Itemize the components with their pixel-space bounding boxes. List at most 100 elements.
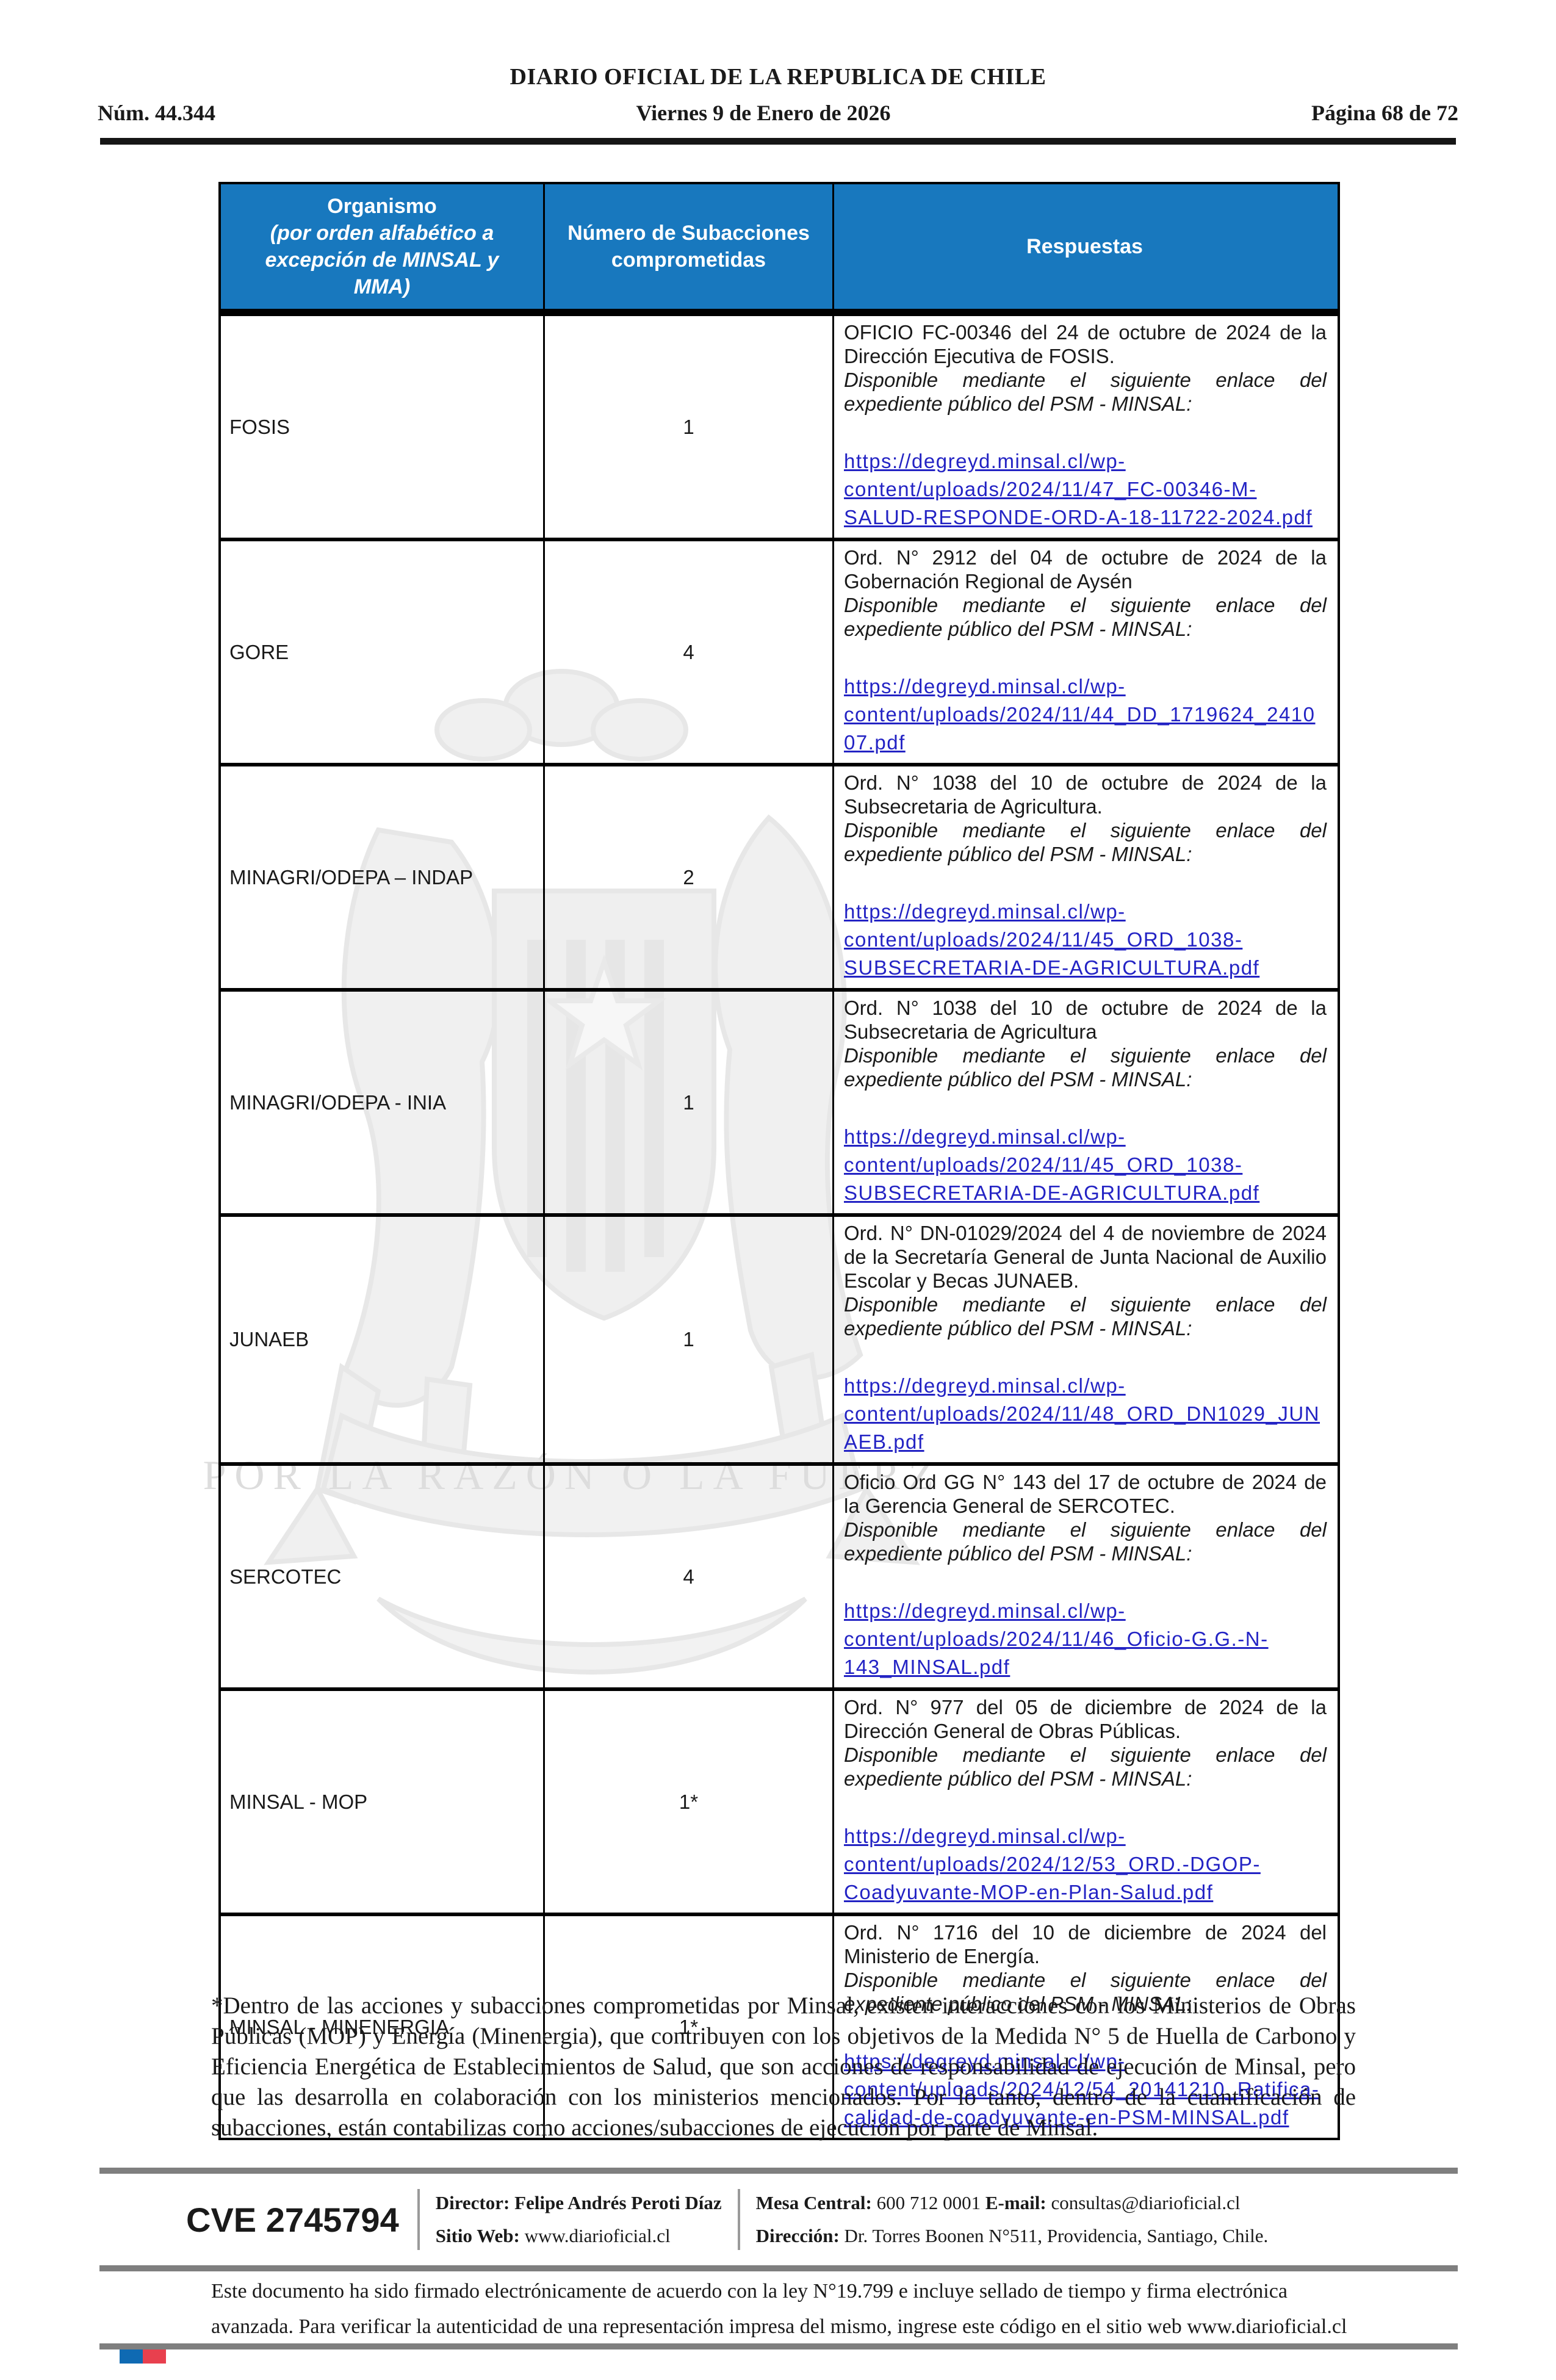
respuesta-availability-note: Disponible mediante el siguiente enlace … — [844, 1044, 1327, 1091]
expediente-pdf-link[interactable]: https://degreyd.minsal.cl/wp-content/upl… — [844, 450, 1313, 528]
respuesta-cell: Ord. N° 1038 del 10 de octubre de 2024 d… — [832, 766, 1335, 988]
respuesta-text: Oficio Ord GG N° 143 del 17 de octubre d… — [844, 1471, 1327, 1517]
footer-info-row: CVE 2745794 Director: Felipe Andrés Pero… — [99, 2180, 1458, 2259]
page-indicator: Página 68 de 72 — [1311, 101, 1458, 125]
table-header-row: Organismo (por orden alfabético a excepc… — [221, 184, 1338, 312]
respuesta-cell: Ord. N° 2912 del 04 de octubre de 2024 d… — [832, 541, 1335, 763]
footer-divider — [737, 2189, 740, 2250]
subacciones-count-cell: 1* — [543, 1916, 832, 2138]
column-header-organismo: Organismo (por orden alfabético a excepc… — [221, 184, 543, 309]
respuesta-cell: OFICIO FC-00346 del 24 de octubre de 202… — [832, 316, 1335, 538]
expediente-pdf-link[interactable]: https://degreyd.minsal.cl/wp-content/upl… — [844, 1599, 1269, 1678]
legal-notice: Este documento ha sido firmado electróni… — [211, 2280, 1347, 2338]
table-row: MINSAL - MINENERGIA 1* Ord. N° 1716 del … — [221, 1913, 1338, 2138]
footer-divider — [417, 2189, 420, 2250]
mesa-central-label: Mesa Central: — [755, 2192, 872, 2213]
footer-separator-top — [99, 2168, 1458, 2174]
sitio-web-line: Sitio Web: www.diarioficial.cl — [436, 2220, 722, 2252]
contact-block: Mesa Central: 600 712 0001 E-mail: consu… — [756, 2187, 1269, 2252]
expediente-pdf-link[interactable]: https://degreyd.minsal.cl/wp-content/upl… — [844, 1125, 1260, 1204]
organismo-cell: MINAGRI/ODEPA – INDAP — [229, 865, 474, 889]
flag-blue-block — [120, 2349, 143, 2364]
subacciones-count-cell: 4 — [543, 541, 832, 763]
organismo-title: Organismo — [327, 195, 437, 218]
respuesta-text: Ord. N° 1038 del 10 de octubre de 2024 d… — [844, 997, 1327, 1043]
subacciones-count-cell: 1 — [543, 992, 832, 1213]
respuesta-availability-note: Disponible mediante el siguiente enlace … — [844, 1744, 1327, 1790]
expediente-pdf-link[interactable]: https://degreyd.minsal.cl/wp-content/upl… — [844, 1825, 1261, 1903]
sitio-web-value[interactable]: www.diarioficial.cl — [524, 2225, 671, 2246]
respuesta-text: Ord. N° 1716 del 10 de diciembre de 2024… — [844, 1921, 1327, 1967]
edition-date: Viernes 9 de Enero de 2026 — [636, 101, 891, 125]
footer-separator-middle — [99, 2265, 1458, 2271]
expediente-pdf-link[interactable]: https://degreyd.minsal.cl/wp-content/upl… — [844, 2050, 1320, 2129]
respuesta-cell: Ord. N° 1716 del 10 de diciembre de 2024… — [832, 1916, 1335, 2138]
table-row: GORE 4 Ord. N° 2912 del 04 de octubre de… — [221, 538, 1338, 763]
organismo-cell: SERCOTEC — [229, 1565, 342, 1588]
respuesta-cell: Ord. N° 977 del 05 de diciembre de 2024 … — [832, 1691, 1335, 1913]
expediente-pdf-link[interactable]: https://degreyd.minsal.cl/wp-content/upl… — [844, 675, 1316, 754]
respuestas-title: Respuestas — [1026, 235, 1143, 258]
respuesta-text: Ord. N° 977 del 05 de diciembre de 2024 … — [844, 1696, 1327, 1742]
respuesta-availability-note: Disponible mediante el siguiente enlace … — [844, 1293, 1327, 1340]
mesa-central-value: 600 712 0001 — [876, 2192, 981, 2213]
respuesta-text: Ord. N° DN-01029/2024 del 4 de noviembre… — [844, 1222, 1327, 1292]
respuesta-availability-note: Disponible mediante el siguiente enlace … — [844, 1518, 1327, 1565]
column-header-respuestas: Respuestas — [832, 184, 1335, 309]
table-row: MINAGRI/ODEPA - INIA 1 Ord. N° 1038 del … — [221, 988, 1338, 1213]
direccion-value: Dr. Torres Boonen N°511, Providencia, Sa… — [844, 2225, 1269, 2246]
table-row: SERCOTEC 4 Oficio Ord GG N° 143 del 17 d… — [221, 1462, 1338, 1687]
respuesta-cell: Ord. N° DN-01029/2024 del 4 de noviembre… — [832, 1217, 1335, 1462]
masthead-meta-row: Núm. 44.344 Viernes 9 de Enero de 2026 P… — [98, 100, 1458, 126]
organismo-subtitle: (por orden alfabético a excepción de MIN… — [265, 222, 499, 298]
responses-table: Organismo (por orden alfabético a excepc… — [218, 182, 1340, 2140]
organismo-cell: FOSIS — [229, 415, 290, 438]
subacciones-count-cell: 2 — [543, 766, 832, 988]
email-value[interactable]: consultas@diarioficial.cl — [1051, 2192, 1241, 2213]
director-label: Director: — [435, 2192, 510, 2213]
respuesta-availability-note: Disponible mediante el siguiente enlace … — [844, 594, 1327, 640]
table-row: MINSAL - MOP 1* Ord. N° 977 del 05 de di… — [221, 1687, 1338, 1913]
respuesta-availability-note: Disponible mediante el siguiente enlace … — [844, 369, 1327, 415]
flag-red-block — [143, 2349, 166, 2364]
respuesta-availability-note: Disponible mediante el siguiente enlace … — [844, 1969, 1327, 2015]
expediente-pdf-link[interactable]: https://degreyd.minsal.cl/wp-content/upl… — [844, 900, 1260, 979]
subacciones-count-cell: 1 — [543, 1217, 832, 1462]
masthead: DIARIO OFICIAL DE LA REPUBLICA DE CHILE … — [98, 63, 1458, 126]
respuesta-cell: Ord. N° 1038 del 10 de octubre de 2024 d… — [832, 992, 1335, 1213]
table-row: JUNAEB 1 Ord. N° DN-01029/2024 del 4 de … — [221, 1213, 1338, 1462]
respuesta-cell: Oficio Ord GG N° 143 del 17 de octubre d… — [832, 1466, 1335, 1687]
subacciones-count-cell: 1 — [543, 316, 832, 538]
subacciones-title: Número de Subacciones comprometidas — [567, 222, 810, 272]
direccion-label: Dirección: — [755, 2225, 840, 2246]
organismo-cell: MINAGRI/ODEPA - INIA — [229, 1091, 447, 1114]
respuesta-text: Ord. N° 1038 del 10 de octubre de 2024 d… — [844, 771, 1327, 818]
sitio-web-label: Sitio Web: — [435, 2225, 520, 2246]
director-line: Director: Felipe Andrés Peroti Díaz — [436, 2187, 722, 2220]
footer-separator-bottom — [99, 2343, 1458, 2349]
table-row: FOSIS 1 OFICIO FC-00346 del 24 de octubr… — [221, 312, 1338, 538]
direccion-line: Dirección: Dr. Torres Boonen N°511, Prov… — [756, 2220, 1269, 2252]
mesa-central-line: Mesa Central: 600 712 0001 E-mail: consu… — [756, 2187, 1269, 2220]
email-label: E-mail: — [985, 2192, 1046, 2213]
director-block: Director: Felipe Andrés Peroti Díaz Siti… — [436, 2187, 722, 2252]
cve-code: CVE 2745794 — [186, 2200, 399, 2239]
organismo-cell: MINSAL - MINENERGIA — [229, 2015, 449, 2038]
gobierno-flag-mark — [120, 2349, 166, 2364]
subacciones-count-cell: 1* — [543, 1691, 832, 1913]
table-row: MINAGRI/ODEPA – INDAP 2 Ord. N° 1038 del… — [221, 763, 1338, 988]
director-value: Felipe Andrés Peroti Díaz — [514, 2192, 722, 2213]
respuesta-text: OFICIO FC-00346 del 24 de octubre de 202… — [844, 321, 1327, 367]
organismo-cell: JUNAEB — [229, 1328, 309, 1350]
organismo-cell: MINSAL - MOP — [229, 1790, 368, 1813]
masthead-title: DIARIO OFICIAL DE LA REPUBLICA DE CHILE — [510, 64, 1046, 90]
expediente-pdf-link[interactable]: https://degreyd.minsal.cl/wp-content/upl… — [844, 1374, 1320, 1453]
issue-number: Núm. 44.344 — [98, 101, 216, 125]
subacciones-count-cell: 4 — [543, 1466, 832, 1687]
header-rule — [100, 138, 1456, 145]
organismo-cell: GORE — [229, 640, 289, 663]
respuesta-availability-note: Disponible mediante el siguiente enlace … — [844, 819, 1327, 865]
respuesta-text: Ord. N° 2912 del 04 de octubre de 2024 d… — [844, 546, 1327, 593]
asterisk-footnote: *Dentro de las acciones y subacciones co… — [211, 1992, 1356, 2141]
